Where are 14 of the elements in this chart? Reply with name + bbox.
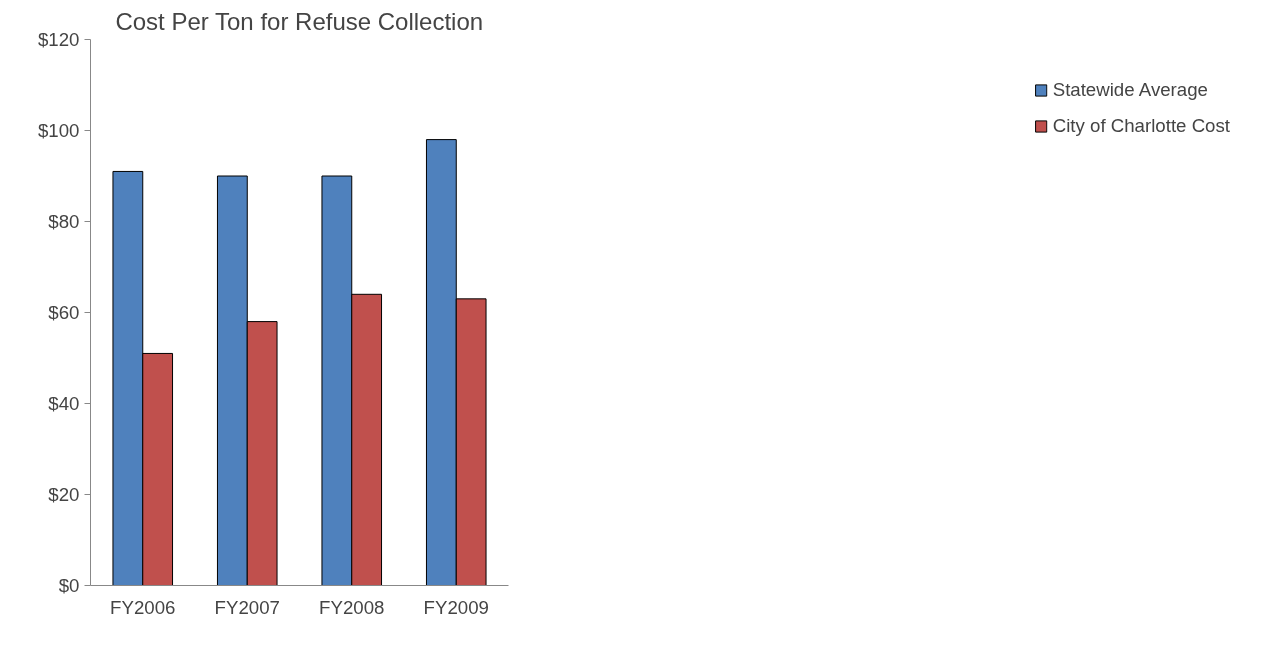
x-tick-label: FY2007 [214,596,280,618]
x-tick-label: FY2006 [110,596,176,618]
y-tick-label: $0 [58,575,80,596]
x-tick-label: FY2008 [319,596,385,618]
y-tick-label: $120 [38,29,80,50]
legend-label: Statewide Average [1052,79,1208,101]
y-tick-label: $60 [48,302,80,323]
legend-label: City of Charlotte Cost [1052,115,1230,137]
x-tick-label: FY2009 [423,596,489,618]
chart-title: Cost Per Ton for Refuse Collection [115,7,484,35]
y-tick-label: $100 [38,120,80,141]
y-tick-label: $20 [48,484,80,505]
y-tick-label: $80 [48,211,80,232]
y-tick-label: $40 [48,393,80,414]
